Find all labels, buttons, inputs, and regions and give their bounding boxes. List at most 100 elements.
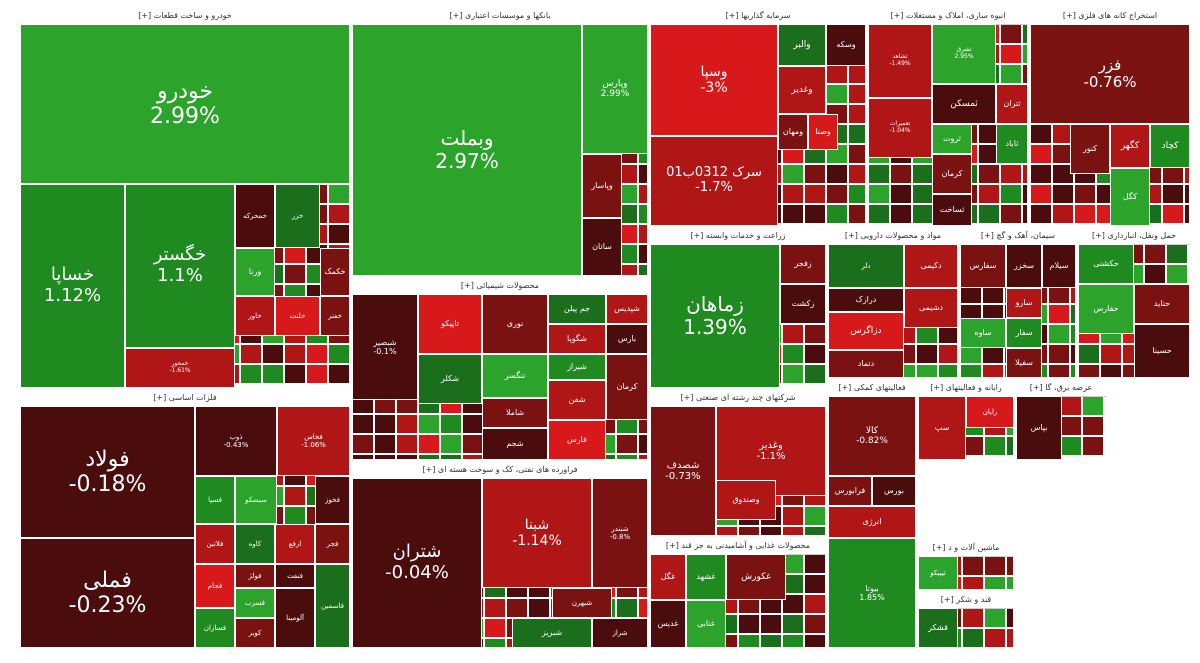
sector-header[interactable]: محصولات غذایی و آشامیدنی به جز قند [+] bbox=[650, 538, 826, 555]
stock-tile-unlabeled[interactable] bbox=[1144, 244, 1166, 264]
stock-tile-unlabeled[interactable] bbox=[440, 414, 462, 434]
stock-tile-unlabeled[interactable] bbox=[848, 104, 866, 124]
stock-tile-unlabeled[interactable] bbox=[506, 598, 528, 618]
sector-header[interactable]: استخراج کانه های فلزی [+] bbox=[1030, 8, 1190, 25]
stock-tile[interactable]: سخزر bbox=[1006, 244, 1042, 288]
stock-tile-unlabeled[interactable] bbox=[978, 164, 1000, 184]
stock-tile-unlabeled[interactable] bbox=[782, 364, 804, 384]
stock-tile-unlabeled[interactable] bbox=[1184, 184, 1190, 204]
stock-tile-unlabeled[interactable] bbox=[396, 414, 418, 434]
stock-tile[interactable]: خفنر bbox=[320, 296, 350, 336]
stock-tile[interactable]: سپ bbox=[918, 396, 966, 460]
stock-tile[interactable]: ثساخت bbox=[932, 194, 972, 226]
stock-tile[interactable]: زماهان 1.39% bbox=[650, 244, 780, 388]
stock-tile-unlabeled[interactable] bbox=[1000, 164, 1022, 184]
stock-tile[interactable]: خمحور -1.61% bbox=[125, 348, 235, 388]
stock-tile-unlabeled[interactable] bbox=[804, 204, 826, 224]
stock-tile[interactable]: کرمان bbox=[932, 154, 972, 194]
stock-tile-unlabeled[interactable] bbox=[306, 344, 328, 364]
stock-tile-unlabeled[interactable] bbox=[1022, 44, 1028, 64]
stock-tile-unlabeled[interactable] bbox=[804, 554, 826, 574]
stock-tile-unlabeled[interactable] bbox=[1162, 204, 1184, 224]
stock-tile-unlabeled[interactable] bbox=[782, 614, 804, 634]
stock-tile-unlabeled[interactable] bbox=[1100, 344, 1122, 364]
stock-tile[interactable]: ذوب -0.43% bbox=[195, 406, 277, 476]
stock-tile-unlabeled[interactable] bbox=[1060, 416, 1082, 436]
stock-tile-unlabeled[interactable] bbox=[352, 434, 374, 454]
stock-tile[interactable]: کاوه bbox=[235, 524, 275, 564]
stock-tile-unlabeled[interactable] bbox=[984, 628, 1006, 648]
stock-tile[interactable]: غگل bbox=[650, 554, 686, 600]
stock-tile-unlabeled[interactable] bbox=[984, 436, 1006, 456]
stock-tile-unlabeled[interactable] bbox=[760, 614, 782, 634]
stock-tile-unlabeled[interactable] bbox=[826, 184, 848, 204]
stock-tile-unlabeled[interactable] bbox=[328, 364, 350, 384]
stock-tile[interactable]: فاسمین bbox=[315, 564, 350, 648]
stock-tile[interactable]: شصدف -0.73% bbox=[650, 406, 716, 536]
stock-tile-unlabeled[interactable] bbox=[1000, 184, 1022, 204]
stock-tile[interactable]: فلاتین bbox=[195, 524, 235, 564]
stock-tile[interactable]: ومهان bbox=[778, 114, 808, 150]
stock-tile[interactable]: وصندوق bbox=[716, 480, 776, 520]
sector-header[interactable]: انبوه سازی، املاک و مستغلات [+] bbox=[868, 8, 1028, 25]
stock-tile-unlabeled[interactable] bbox=[978, 184, 1000, 204]
stock-tile[interactable]: بیوتا 1.85% bbox=[828, 538, 916, 648]
stock-tile-unlabeled[interactable] bbox=[1006, 436, 1014, 456]
sector-header[interactable]: مواد و محصولات دارویی [+] bbox=[828, 228, 958, 245]
stock-tile-unlabeled[interactable] bbox=[1048, 324, 1070, 344]
stock-tile-unlabeled[interactable] bbox=[848, 184, 866, 204]
stock-tile-unlabeled[interactable] bbox=[984, 556, 1006, 576]
stock-tile[interactable]: شتران -0.04% bbox=[352, 478, 482, 648]
stock-tile[interactable]: کرمان bbox=[606, 354, 648, 420]
stock-tile-unlabeled[interactable] bbox=[760, 634, 782, 648]
stock-tile[interactable]: فولاد -0.18% bbox=[20, 406, 195, 538]
stock-tile-unlabeled[interactable] bbox=[1022, 24, 1028, 44]
stock-tile-unlabeled[interactable] bbox=[638, 264, 648, 276]
stock-tile-unlabeled[interactable] bbox=[804, 574, 826, 594]
sector-header[interactable]: سیمان، آهک و گچ [+] bbox=[960, 228, 1076, 245]
stock-tile-unlabeled[interactable] bbox=[638, 454, 648, 460]
stock-tile[interactable]: فملی -0.23% bbox=[20, 538, 195, 648]
stock-tile-unlabeled[interactable] bbox=[738, 634, 760, 648]
stock-tile-unlabeled[interactable] bbox=[848, 204, 866, 224]
stock-tile-unlabeled[interactable] bbox=[528, 598, 550, 618]
stock-tile-unlabeled[interactable] bbox=[284, 486, 306, 506]
stock-tile[interactable]: خودرو 2.99% bbox=[20, 24, 350, 184]
stock-tile[interactable]: سیسکو bbox=[235, 476, 277, 524]
stock-tile-unlabeled[interactable] bbox=[1030, 144, 1052, 164]
stock-tile-unlabeled[interactable] bbox=[916, 344, 938, 364]
stock-tile[interactable]: فجر bbox=[315, 524, 350, 564]
stock-tile-unlabeled[interactable] bbox=[804, 614, 826, 634]
stock-tile-unlabeled[interactable] bbox=[328, 224, 350, 244]
stock-tile[interactable]: شفن bbox=[548, 380, 606, 420]
stock-tile-unlabeled[interactable] bbox=[418, 434, 440, 454]
sector-header[interactable]: رایانه و فعالیتهای [+] bbox=[918, 380, 1014, 397]
stock-tile-unlabeled[interactable] bbox=[638, 244, 648, 264]
stock-tile[interactable]: شبندر -0.8% bbox=[592, 478, 648, 588]
stock-tile[interactable]: ورنا bbox=[235, 248, 275, 296]
stock-tile-unlabeled[interactable] bbox=[738, 614, 760, 634]
stock-tile-unlabeled[interactable] bbox=[782, 506, 804, 526]
stock-tile-unlabeled[interactable] bbox=[328, 184, 350, 204]
stock-tile[interactable]: نوری bbox=[482, 294, 548, 354]
stock-tile-unlabeled[interactable] bbox=[804, 526, 826, 536]
stock-tile[interactable]: فجام bbox=[195, 564, 235, 608]
stock-tile[interactable]: حکشتی bbox=[1078, 244, 1134, 284]
stock-tile-unlabeled[interactable] bbox=[984, 576, 1006, 590]
stock-tile-unlabeled[interactable] bbox=[1030, 164, 1052, 184]
stock-tile-unlabeled[interactable] bbox=[1070, 344, 1076, 364]
stock-tile[interactable]: ثمسکن bbox=[932, 84, 996, 124]
stock-tile-unlabeled[interactable] bbox=[1048, 304, 1070, 324]
stock-tile-unlabeled[interactable] bbox=[484, 618, 506, 638]
stock-tile-unlabeled[interactable] bbox=[804, 634, 826, 648]
stock-tile-unlabeled[interactable] bbox=[462, 454, 484, 460]
stock-tile-unlabeled[interactable] bbox=[328, 344, 350, 364]
stock-tile[interactable]: ارفع bbox=[275, 524, 315, 564]
stock-tile-unlabeled[interactable] bbox=[1030, 184, 1052, 204]
stock-tile-unlabeled[interactable] bbox=[962, 576, 984, 590]
stock-tile-unlabeled[interactable] bbox=[352, 414, 374, 434]
stock-tile-unlabeled[interactable] bbox=[616, 598, 638, 618]
stock-tile[interactable]: بارس bbox=[606, 324, 648, 354]
stock-tile[interactable]: شبصیر -0.1% bbox=[352, 294, 418, 400]
stock-tile-unlabeled[interactable] bbox=[1074, 204, 1096, 224]
